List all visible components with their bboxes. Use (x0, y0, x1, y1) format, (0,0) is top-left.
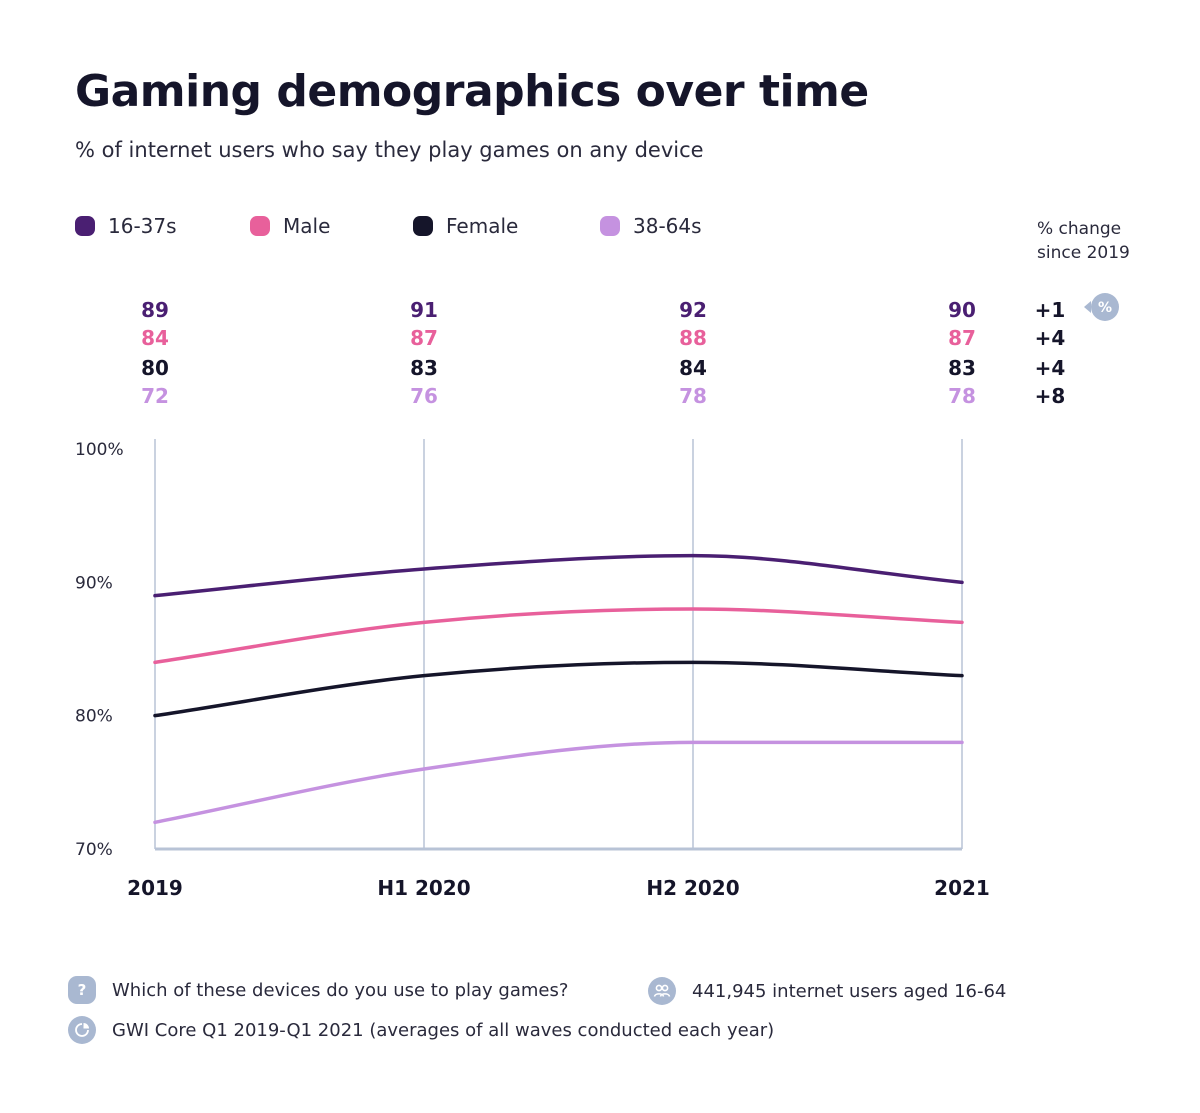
legend-swatch-female (413, 216, 433, 236)
chart-gridlines (154, 439, 963, 851)
legend-item-16-37s: 16-37s (75, 214, 177, 238)
legend-item-male: Male (250, 214, 330, 238)
data-label-38-64s-2019: 72 (141, 384, 169, 408)
data-label-male-h1-2020: 87 (410, 326, 438, 350)
data-label-16-37s-h1-2020: 91 (410, 298, 438, 322)
series-line-38-64s (153, 740, 964, 825)
data-label-female-h2-2020: 84 (679, 356, 707, 380)
percent-badge: % (1084, 293, 1119, 321)
chart-series-lines (153, 553, 964, 825)
change-value-16-37s: +1 (1035, 298, 1066, 322)
y-tick-label-80: 80% (75, 707, 113, 727)
pie-chart-icon (68, 1016, 96, 1044)
change-value-38-64s: +8 (1035, 384, 1066, 408)
y-tick-label-70: 70% (75, 840, 113, 860)
series-line-male (153, 607, 964, 665)
x-axis-ticks: 2019 H1 2020 H2 2020 2021 (127, 876, 990, 900)
y-tick-label-100: 100% (75, 440, 124, 460)
series-line-16-37s (153, 553, 964, 598)
x-tick-label-2019: 2019 (127, 876, 183, 900)
data-label-16-37s-2019: 89 (141, 298, 169, 322)
footer-source: GWI Core Q1 2019-Q1 2021 (averages of al… (68, 1016, 774, 1044)
data-label-female-2019: 80 (141, 356, 169, 380)
data-label-female-2021: 83 (948, 356, 976, 380)
change-value-male: +4 (1035, 326, 1066, 350)
series-line-female (153, 660, 964, 718)
data-label-16-37s-h2-2020: 92 (679, 298, 707, 322)
x-tick-label-h1-2020: H1 2020 (377, 876, 470, 900)
percent-badge-pointer (1084, 301, 1091, 313)
x-tick-label-2021: 2021 (934, 876, 990, 900)
footer-question-text: Which of these devices do you use to pla… (112, 979, 569, 1001)
data-label-38-64s-h2-2020: 78 (679, 384, 707, 408)
data-label-female-h1-2020: 83 (410, 356, 438, 380)
legend-label-male: Male (283, 214, 331, 238)
page-title: Gaming demographics over time (75, 66, 869, 117)
question-icon: ? (68, 976, 96, 1004)
data-label-male-2019: 84 (141, 326, 169, 350)
legend-swatch-male (250, 216, 270, 236)
percent-badge-symbol: % (1098, 300, 1112, 316)
data-labels: 89 91 92 90 84 87 88 87 80 83 84 83 72 76 78 78 (141, 298, 976, 408)
y-axis-ticks: 100% 90% 80% 70% (75, 440, 124, 860)
data-label-16-37s-2021: 90 (948, 298, 976, 322)
footer-question: ? Which of these devices do you use to p… (68, 976, 568, 1004)
legend-swatch-16-37s (75, 216, 95, 236)
legend-label-16-37s: 16-37s (108, 214, 177, 238)
change-header-line2: since 2019 (1037, 243, 1130, 263)
legend-label-female: Female (446, 214, 519, 238)
y-tick-label-90: 90% (75, 573, 113, 593)
legend-item-38-64s: 38-64s (600, 214, 702, 238)
data-label-male-h2-2020: 88 (679, 326, 707, 350)
legend-swatch-38-64s (600, 216, 620, 236)
legend-item-female: Female (413, 214, 518, 238)
x-tick-label-h2-2020: H2 2020 (646, 876, 739, 900)
page-subtitle: % of internet users who say they play ga… (75, 138, 704, 162)
footer-source-text: GWI Core Q1 2019-Q1 2021 (averages of al… (112, 1019, 775, 1041)
change-header-line1: % change (1037, 219, 1122, 239)
change-values: +1 +4 +4 +8 (1035, 298, 1066, 408)
footer-sample-text: 441,945 internet users aged 16-64 (692, 980, 1007, 1002)
data-label-male-2021: 87 (948, 326, 976, 350)
data-label-38-64s-2021: 78 (948, 384, 976, 408)
change-value-female: +4 (1035, 356, 1066, 380)
legend-label-38-64s: 38-64s (633, 214, 702, 238)
users-icon (648, 977, 676, 1005)
change-column-header: % change since 2019 (1037, 217, 1130, 265)
percent-badge-circle (1091, 293, 1119, 321)
data-label-38-64s-h1-2020: 76 (410, 384, 438, 408)
footer-sample: 441,945 internet users aged 16-64 (648, 977, 1006, 1005)
